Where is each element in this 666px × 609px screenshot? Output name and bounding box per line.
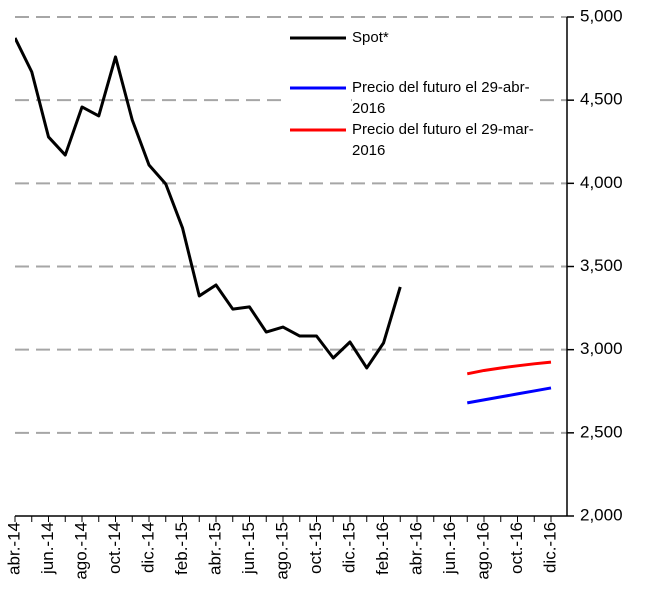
y-tick-label: 3,000 [580,339,623,358]
x-tick-label: dic.-15 [339,522,358,573]
x-tick-label: ago.-15 [272,522,291,580]
y-tick-label: 3,500 [580,256,623,275]
legend-label: Precio del futuro el 29-abr-2016 [352,77,537,119]
x-tick-label: oct.-14 [105,522,124,574]
x-tick-label: abr.-16 [406,522,425,575]
x-tick-label: jun.-14 [38,522,57,575]
line-series [466,386,552,405]
legend-label: Spot* [352,27,537,48]
line-series [15,37,402,370]
x-tick-label: jun.-15 [239,522,258,575]
x-tick-label: feb.-16 [373,522,392,575]
y-tick-label: 4,000 [580,173,623,192]
legend-bg [286,77,348,121]
y-tick-label: 4,500 [580,90,623,109]
y-tick-label: 2,000 [580,505,623,524]
x-tick-label: oct.-15 [306,522,325,574]
x-tick-label: abr.-14 [4,522,23,575]
legend-label: Precio del futuro el 29-mar-2016 [352,119,537,161]
x-tick-label: jun.-16 [440,522,459,575]
x-tick-label: feb.-15 [172,522,191,575]
x-tick-label: ago.-16 [473,522,492,580]
line-series [466,360,552,376]
legend-bg [286,119,348,163]
x-tick-label: dic.-14 [138,522,157,573]
x-tick-label: abr.-15 [205,522,224,575]
x-tick-label: ago.-14 [71,522,90,580]
y-tick-label: 5,000 [580,6,623,25]
plot [15,37,552,405]
x-tick-label: oct.-16 [507,522,526,574]
y-tick-label: 2,500 [580,422,623,441]
x-tick-label: dic.-16 [540,522,559,573]
